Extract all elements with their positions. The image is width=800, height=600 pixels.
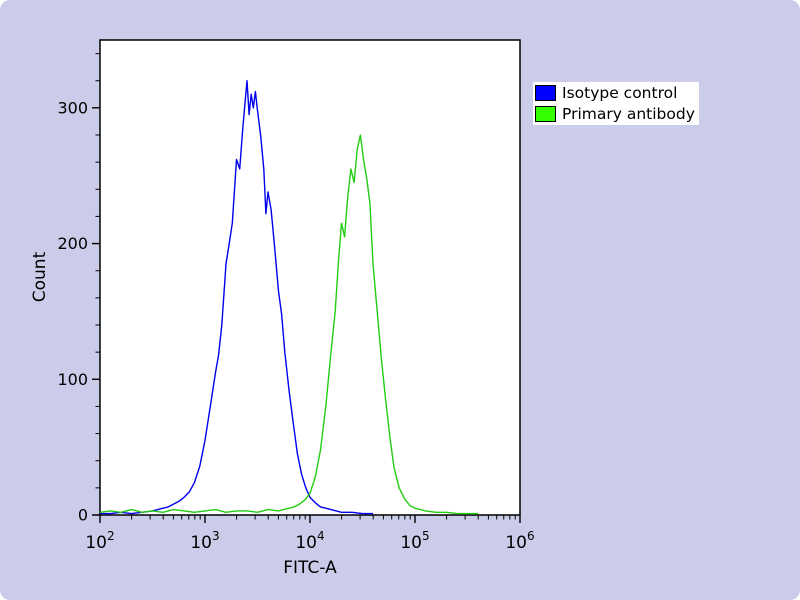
x-tick-label: 105: [400, 529, 429, 553]
legend: Isotype control Primary antibody: [533, 82, 699, 125]
y-axis-title-text: Count: [30, 251, 50, 303]
series-curve-1: [100, 134, 478, 515]
x-tick-label: 106: [505, 529, 534, 553]
legend-swatch-green: [535, 106, 556, 122]
plot-frame: [99, 39, 521, 516]
y-tick-label: 300: [57, 98, 88, 117]
legend-label-isotype-control: Isotype control: [562, 84, 678, 102]
x-tick-label: 104: [295, 529, 324, 553]
y-tick-label: 100: [57, 370, 88, 389]
y-tick-label: 200: [57, 234, 88, 253]
legend-swatch-blue: [535, 85, 556, 101]
legend-label-primary-antibody: Primary antibody: [562, 105, 695, 123]
y-tick-label: 0: [78, 506, 88, 525]
legend-item-isotype-control: Isotype control: [535, 84, 695, 102]
x-tick-label: 102: [85, 529, 114, 553]
series-curve-0: [100, 80, 373, 515]
x-tick-label: 103: [190, 529, 219, 553]
legend-item-primary-antibody: Primary antibody: [535, 105, 695, 123]
x-axis-title: FITC-A: [283, 558, 337, 578]
